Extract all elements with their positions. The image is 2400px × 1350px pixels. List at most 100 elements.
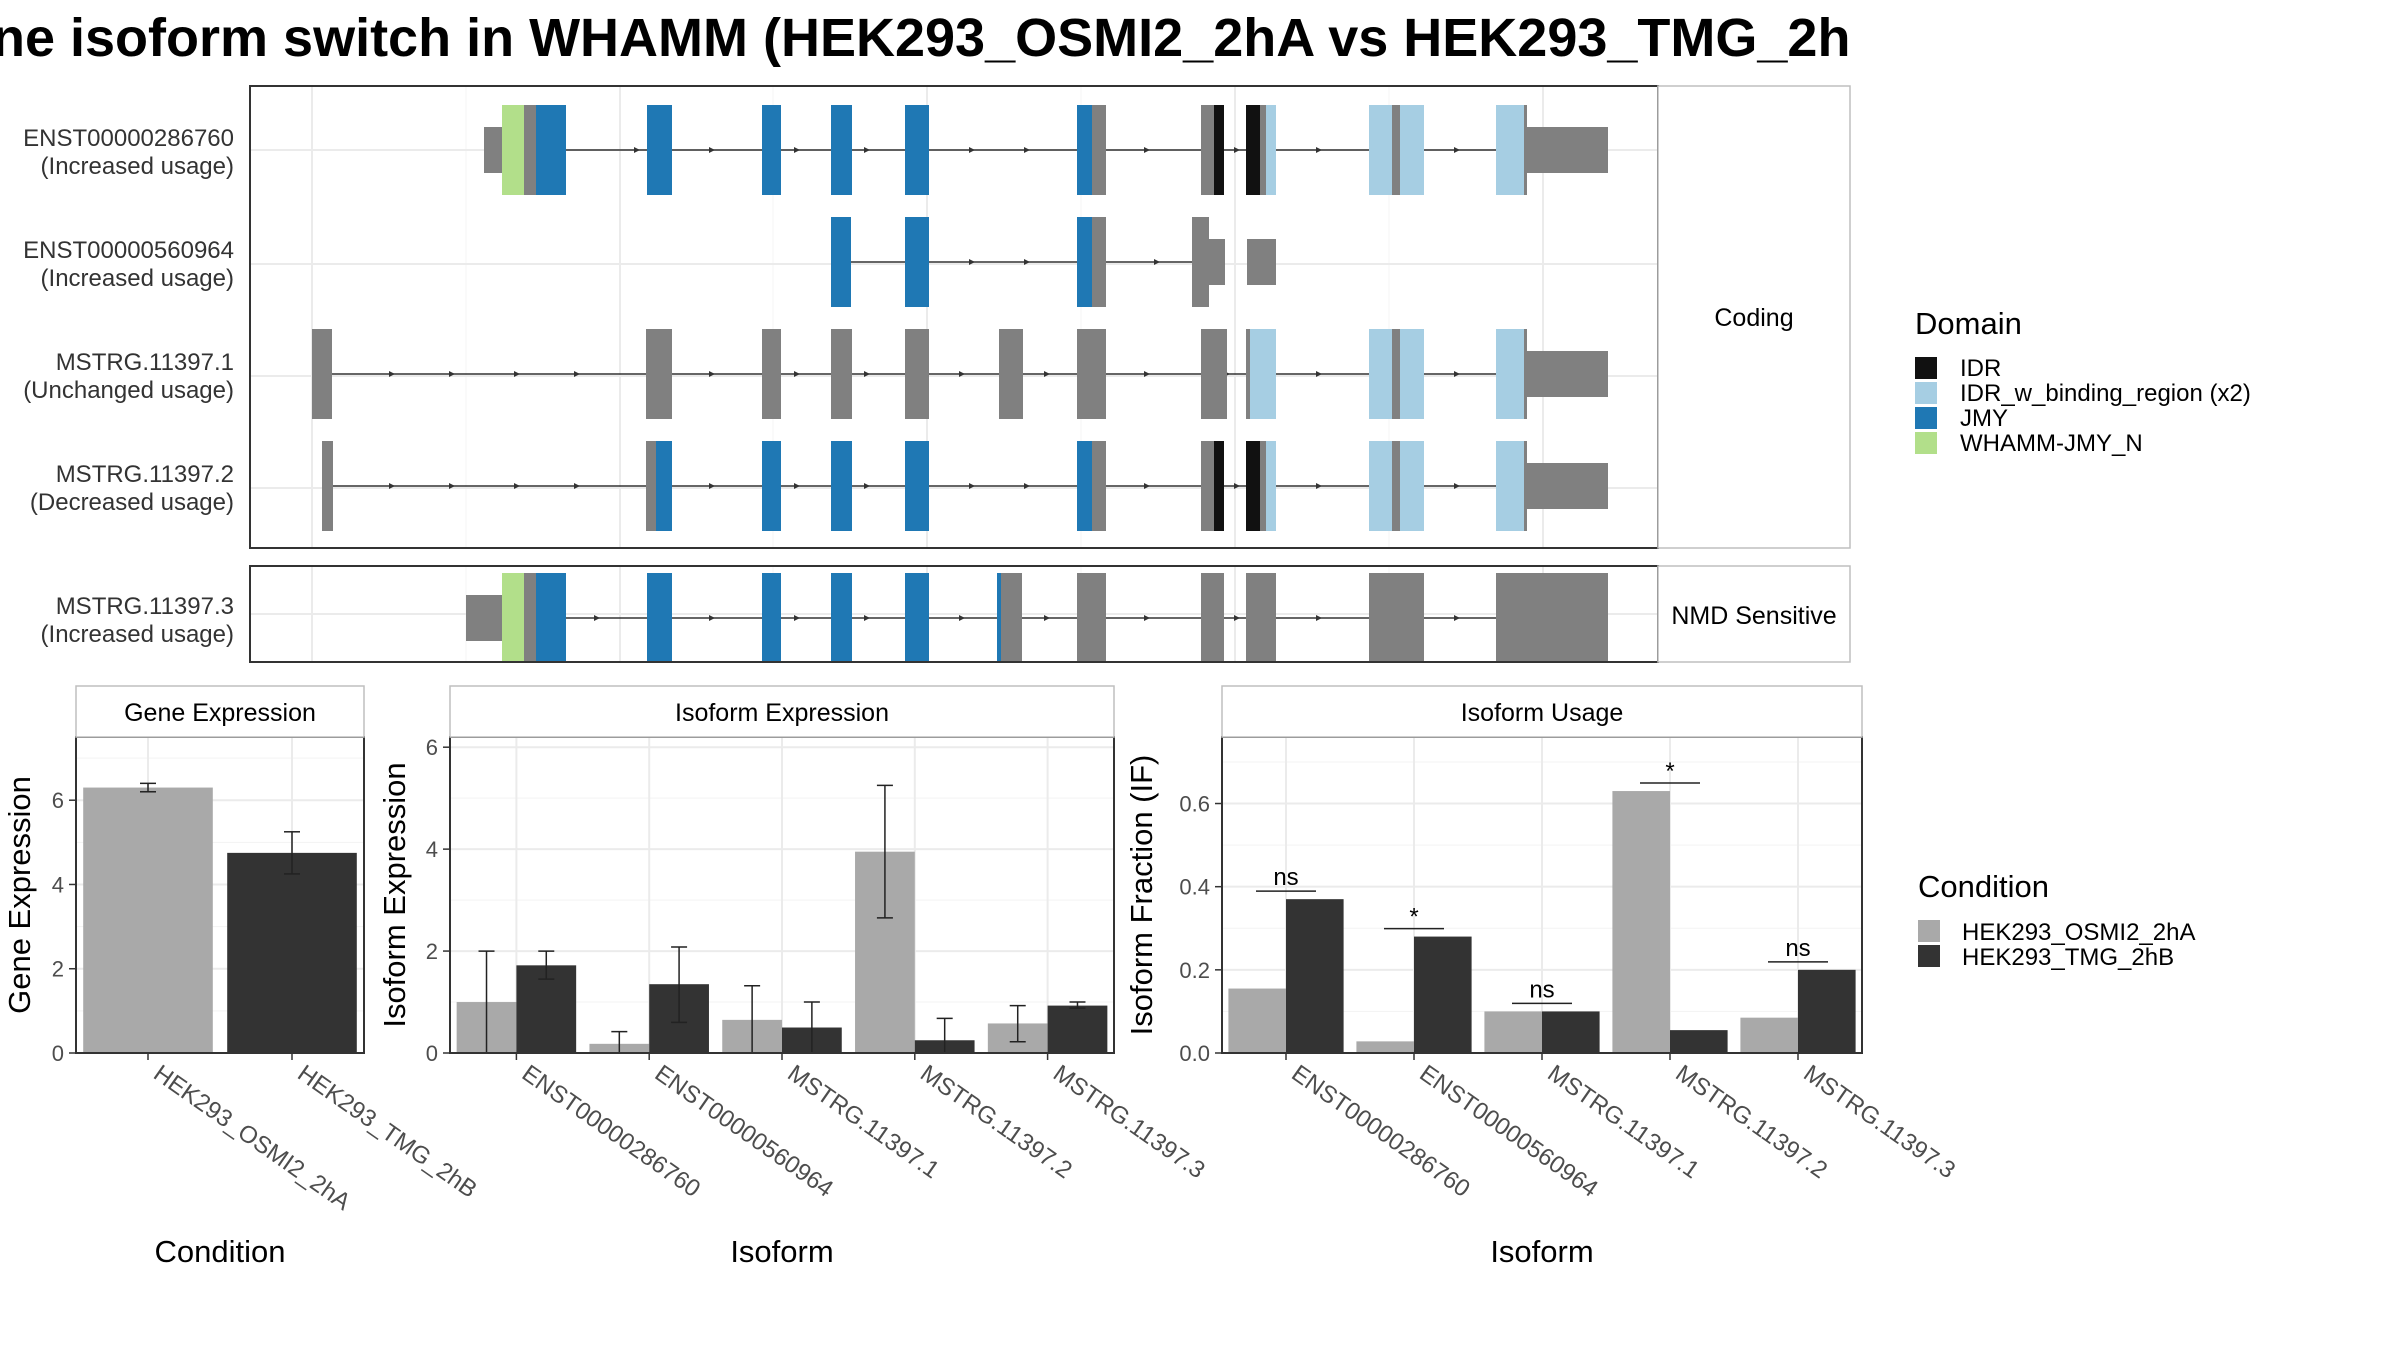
idr-domain: [1246, 105, 1260, 195]
idr-binding-region-domain: [1400, 105, 1424, 195]
coding-exon: [524, 105, 536, 195]
coding-exon: [646, 441, 656, 531]
utr-exon: [1209, 239, 1225, 285]
idr-binding-region-domain: [1400, 441, 1424, 531]
coding-exon: [1524, 105, 1527, 195]
utr-exon: [484, 127, 502, 173]
coding-strip: [1657, 85, 1851, 549]
transcript-id-label: ENST00000286760: [23, 125, 234, 152]
bar: [83, 787, 213, 1053]
significance-label: *: [1409, 904, 1418, 931]
intron-arrow: [709, 615, 715, 621]
significance-label: ns: [1529, 976, 1554, 1003]
transcript-usage-label: (Increased usage): [41, 265, 234, 292]
coding-exon: [905, 329, 929, 419]
bar: [1414, 936, 1472, 1053]
idr-binding-region-domain: [1266, 105, 1276, 195]
jmy-domain: [1077, 217, 1092, 307]
idr-binding-region-domain: [1496, 329, 1524, 419]
bar-charts: Gene Expression0246HEK293_OSMI2_2hAHEK29…: [2, 685, 1960, 1269]
transcript-usage-label: (Increased usage): [41, 153, 234, 180]
coding-exon: [524, 573, 536, 663]
intron-arrow: [709, 147, 715, 153]
coding-exon: [1201, 441, 1214, 531]
panel-title: Gene Expression: [124, 699, 316, 727]
domain-legend-title: Domain: [1915, 306, 2022, 341]
bar: [1612, 791, 1670, 1053]
intron-arrow: [514, 371, 520, 377]
bar: [1484, 1011, 1542, 1053]
intron-arrow: [1454, 371, 1460, 377]
jmy-domain: [831, 105, 852, 195]
idr-binding-region-domain: [1369, 329, 1392, 419]
coding-exon: [831, 329, 852, 419]
intron-arrow: [594, 615, 600, 621]
bar: [516, 965, 577, 1053]
coding-strip-label: Coding: [1714, 304, 1793, 332]
figure-title: ne isoform switch in WHAMM (HEK293_OSMI2…: [0, 8, 1850, 68]
jmy-domain: [762, 573, 781, 663]
intron-arrow: [709, 371, 715, 377]
condition-legend-key: [1918, 945, 1940, 967]
coding-exon: [1496, 573, 1608, 663]
x-axis-title: Isoform: [730, 1234, 833, 1269]
bar: [1356, 1041, 1414, 1053]
intron-arrow: [1234, 147, 1240, 153]
transcript-track: [312, 329, 1608, 419]
bar: [1542, 1011, 1600, 1053]
intron-arrow: [1234, 483, 1240, 489]
intron-arrow: [864, 371, 870, 377]
intron-arrow: [514, 483, 520, 489]
jmy-domain: [536, 573, 566, 663]
jmy-domain: [536, 105, 566, 195]
intron-arrow: [864, 483, 870, 489]
y-axis-title: Isoform Fraction (IF): [1124, 755, 1159, 1036]
transcript-id-label: ENST00000560964: [23, 237, 234, 264]
coding-exon: [1369, 573, 1424, 663]
intron-arrow: [1316, 483, 1322, 489]
domain-legend-key: [1915, 382, 1937, 404]
idr-binding-region-domain: [1400, 329, 1424, 419]
transcript-usage-label: (Increased usage): [41, 621, 234, 648]
transcript-id-label: MSTRG.11397.2: [56, 461, 234, 488]
jmy-domain: [831, 573, 852, 663]
intron-arrow: [794, 371, 800, 377]
jmy-domain: [831, 217, 851, 307]
coding-exon: [1260, 105, 1266, 195]
intron-arrow: [959, 371, 965, 377]
nmd-strip-label: NMD Sensitive: [1671, 602, 1836, 630]
y-tick-label: 0: [52, 1041, 64, 1066]
domain-legend-key: [1915, 357, 1937, 379]
jmy-domain: [905, 217, 929, 307]
y-tick-label: 0.2: [1179, 958, 1210, 983]
bar: [1798, 969, 1856, 1053]
coding-exon: [999, 329, 1023, 419]
domain-legend-label: WHAMM-JMY_N: [1960, 430, 2143, 457]
idr-domain: [1214, 441, 1224, 531]
coding-exon: [762, 329, 781, 419]
coding-exon: [1224, 329, 1227, 419]
idr-domain: [1246, 441, 1260, 531]
bar: [1670, 1030, 1728, 1053]
coding-exon: [1077, 329, 1106, 419]
bar-chart-1: Isoform Expression0246ENST00000286760ENS…: [377, 685, 1210, 1269]
bar: [1228, 988, 1286, 1053]
coding-exon: [1260, 441, 1266, 531]
y-tick-label: 0: [426, 1041, 438, 1066]
intron-arrow: [864, 147, 870, 153]
y-axis-title: Isoform Expression: [377, 762, 412, 1027]
intron-arrow: [1234, 615, 1240, 621]
whamm-jmy-n-domain: [502, 105, 524, 195]
domain-legend-key: [1915, 407, 1937, 429]
transcript-track: [466, 573, 1608, 663]
intron-arrow: [389, 371, 395, 377]
intron-arrow: [1316, 615, 1322, 621]
whamm-jmy-n-domain: [502, 573, 524, 663]
structure-grid-coding: [250, 86, 1658, 548]
y-tick-label: 0.4: [1179, 875, 1210, 900]
intron-arrow: [864, 615, 870, 621]
intron-arrow: [449, 371, 455, 377]
jmy-domain: [831, 441, 852, 531]
condition-legend-label: HEK293_OSMI2_2hA: [1962, 919, 2195, 946]
